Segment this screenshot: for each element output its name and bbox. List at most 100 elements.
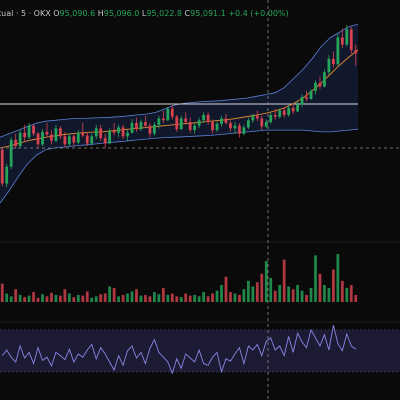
candle-body bbox=[139, 122, 143, 130]
low-value: 95,022.8 bbox=[146, 9, 182, 18]
volume-bar bbox=[296, 285, 299, 302]
volume-bar bbox=[45, 296, 49, 302]
candle-body bbox=[9, 139, 13, 167]
candle-body bbox=[260, 118, 264, 127]
candle-body bbox=[153, 124, 156, 134]
candle-body bbox=[215, 123, 219, 131]
candle-body bbox=[193, 125, 197, 131]
volume-bar bbox=[255, 282, 259, 302]
volume-bar bbox=[148, 296, 152, 302]
candle-body bbox=[327, 58, 331, 73]
candle-body bbox=[45, 131, 49, 135]
volume-bar bbox=[264, 261, 268, 302]
candle-body bbox=[5, 166, 9, 184]
candle-body bbox=[354, 49, 358, 54]
candle-body bbox=[349, 29, 353, 50]
volume-bar bbox=[287, 286, 291, 302]
candle-body bbox=[323, 72, 326, 87]
candle-body bbox=[251, 115, 255, 121]
volume-bar bbox=[85, 291, 89, 302]
close-label: C bbox=[184, 9, 191, 18]
volume-bar bbox=[246, 280, 250, 302]
candle-body bbox=[300, 97, 304, 105]
volume-bar bbox=[139, 295, 143, 302]
volume-bar bbox=[193, 294, 197, 302]
volume-bar bbox=[170, 293, 174, 302]
candle-body bbox=[67, 136, 71, 145]
volume-bar bbox=[67, 293, 71, 302]
candle-body bbox=[206, 114, 210, 123]
volume-bar bbox=[309, 287, 313, 302]
volume-bar bbox=[99, 294, 103, 302]
volume-bar bbox=[112, 287, 116, 302]
candle-body bbox=[0, 149, 4, 184]
volume-bar bbox=[336, 254, 340, 302]
volume-bar bbox=[300, 290, 304, 302]
volume-bar bbox=[349, 285, 353, 302]
volume-bar bbox=[126, 293, 129, 302]
candle-body bbox=[112, 130, 116, 133]
volume-bar bbox=[269, 278, 273, 302]
candle-body bbox=[314, 82, 317, 91]
volume-bar bbox=[260, 273, 264, 302]
candle-body bbox=[269, 114, 273, 123]
candle-body bbox=[336, 37, 340, 65]
volume-bar bbox=[76, 294, 80, 302]
candle-body bbox=[23, 132, 26, 138]
volume-bar bbox=[130, 291, 134, 302]
volume-bar bbox=[36, 297, 40, 302]
volume-bar bbox=[144, 294, 147, 302]
ohlc-legend: tual · 5 · OKX O95,090.6 H95,096.0 L95,0… bbox=[0, 8, 289, 20]
candle-body bbox=[27, 125, 31, 138]
volume-bar bbox=[332, 269, 335, 302]
bollinger-band-fill bbox=[0, 24, 358, 204]
rsi-band-background bbox=[0, 330, 400, 372]
candle-body bbox=[345, 29, 349, 45]
volume-bar bbox=[108, 286, 112, 302]
symbol-title: tual · 5 · OKX bbox=[0, 9, 51, 18]
volume-bar bbox=[305, 294, 308, 302]
candle-body bbox=[238, 125, 241, 134]
candle-body bbox=[135, 122, 138, 130]
candle-body bbox=[220, 118, 223, 124]
volume-bar bbox=[229, 292, 232, 302]
volume-bar bbox=[32, 292, 35, 302]
candle-body bbox=[175, 116, 179, 130]
volume-bar bbox=[0, 283, 4, 302]
candle-body bbox=[63, 136, 67, 145]
candle-body bbox=[32, 125, 35, 134]
volume-bar bbox=[41, 294, 44, 302]
volume-bar bbox=[211, 293, 214, 302]
candle-body bbox=[309, 90, 313, 99]
volume-bar bbox=[224, 276, 228, 302]
volume-bar bbox=[184, 293, 188, 302]
volume-bar bbox=[179, 297, 183, 302]
volume-bar bbox=[9, 296, 13, 302]
candle-body bbox=[166, 108, 170, 121]
candle-body bbox=[148, 125, 152, 134]
candle-body bbox=[18, 132, 22, 147]
volume-bar bbox=[238, 294, 241, 302]
volume-bar bbox=[157, 294, 161, 302]
candle-body bbox=[255, 115, 259, 119]
rsi-line bbox=[1, 325, 357, 375]
change-value: +0.4 (+0.00%) bbox=[228, 9, 289, 18]
candle-body bbox=[305, 97, 308, 99]
candle-body bbox=[242, 127, 246, 134]
candle-body bbox=[332, 58, 335, 65]
low-label: L bbox=[141, 9, 147, 18]
candle-body bbox=[233, 125, 237, 129]
volume-bar bbox=[23, 297, 26, 302]
volume-bar bbox=[242, 289, 246, 302]
volume-bar bbox=[188, 295, 192, 302]
volume-bar bbox=[117, 296, 120, 302]
volume-bar bbox=[215, 290, 219, 302]
volume-bar bbox=[233, 293, 237, 302]
volume-bar bbox=[72, 297, 76, 302]
candle-body bbox=[246, 120, 250, 128]
volume-bar bbox=[166, 294, 170, 302]
volume-bar bbox=[220, 285, 223, 302]
candle-body bbox=[184, 118, 188, 123]
